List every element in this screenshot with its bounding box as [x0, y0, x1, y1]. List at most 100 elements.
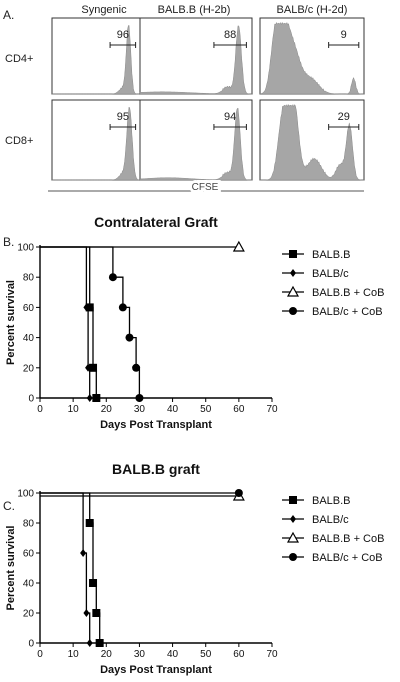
series-diamond	[40, 246, 93, 402]
open-triangle-marker	[232, 240, 245, 252]
histogram-panel: 29	[259, 99, 365, 181]
legend-item: BALB.B + CoB	[282, 531, 384, 545]
x-tick-label: 10	[68, 649, 80, 660]
y-tick-label: 20	[23, 363, 35, 374]
x-tick-label: 50	[200, 404, 212, 415]
circle-marker	[132, 363, 141, 372]
y-axis-label: Percent survival	[5, 280, 17, 365]
y-tick-label: 0	[28, 639, 34, 650]
legend-item: BALB/c + CoB	[282, 552, 383, 564]
open-triangle-marker	[286, 531, 300, 543]
row-label-cd8: CD8+	[5, 135, 33, 147]
x-axis-label: Days Post Transplant	[100, 419, 212, 431]
histogram-curve	[52, 24, 140, 95]
circle-marker	[135, 394, 144, 402]
cfse-axis-label: CFSE	[192, 182, 219, 193]
diamond-marker	[86, 639, 93, 647]
x-tick-label: 30	[134, 404, 146, 415]
histogram-curve	[139, 107, 252, 181]
square-marker	[95, 639, 104, 647]
square-marker	[92, 609, 101, 617]
diamond-marker	[86, 394, 93, 402]
x-tick-label: 30	[134, 649, 146, 660]
square-marker	[92, 394, 101, 402]
open-triangle-marker	[286, 285, 300, 297]
y-tick-label: 80	[23, 273, 35, 284]
gate-percentage: 96	[117, 29, 129, 41]
series-square	[40, 246, 101, 402]
survival-step-line	[40, 492, 91, 643]
chart-title: BALB.B graft	[112, 461, 200, 477]
y-tick-label: 40	[23, 333, 35, 344]
histogram-grid: 96 88 9 95 94 29	[51, 17, 365, 181]
x-tick-label: 10	[68, 404, 80, 415]
column-header-balbc: BALB/c (H-2d)	[277, 4, 348, 16]
y-tick-label: 40	[23, 579, 35, 590]
gate-percentage: 95	[117, 111, 129, 123]
legend-label: BALB.B + CoB	[312, 287, 384, 299]
column-header-balbb: BALB.B (H-2b)	[158, 4, 231, 16]
diamond-marker	[83, 303, 90, 312]
survival-chart-contralateral: Contralateral Graft 0 10 20 30 40 50 60 70 0 20 40 6…	[5, 214, 384, 431]
x-tick-label: 0	[37, 404, 43, 415]
diamond-marker	[80, 549, 87, 557]
legend-item: BALB/c + CoB	[282, 306, 383, 318]
legend-label: BALB.B + CoB	[312, 533, 384, 545]
y-tick-label: 20	[23, 609, 35, 620]
square-marker	[289, 496, 297, 504]
panel-b: B. Contralateral Graft 0 10 20 30 40 50 60 70 0 20…	[3, 214, 384, 431]
gate-percentage: 94	[224, 111, 236, 123]
diamond-marker	[290, 515, 296, 523]
x-tick-label: 40	[167, 649, 179, 660]
x-tick-label: 50	[200, 649, 212, 660]
row-label-cd4: CD4+	[5, 53, 33, 65]
survival-chart-balbb-graft: BALB.B graft 0 10 20 30 40 50 60 70 0 20 40 60 80 100 D…	[5, 461, 384, 676]
x-tick-label: 60	[233, 649, 245, 660]
circle-marker	[289, 307, 297, 315]
legend-label: BALB/c + CoB	[312, 306, 383, 318]
gate-percentage: 29	[338, 111, 350, 123]
panel-a: A. Syngenic BALB.B (H-2b) BALB/c (H-2d) …	[3, 4, 365, 196]
chart-title: Contralateral Graft	[94, 214, 218, 230]
histogram-curve	[52, 106, 141, 181]
y-tick-label: 60	[23, 549, 35, 560]
histogram-panel: 94	[139, 99, 253, 181]
y-tick-label: 100	[17, 243, 34, 254]
histogram-curve	[259, 21, 364, 95]
legend-label: BALB/c	[312, 514, 349, 526]
y-axis-label: Percent survival	[5, 526, 17, 611]
square-marker	[89, 363, 98, 372]
series-circle	[40, 246, 144, 402]
x-tick-label: 70	[266, 649, 278, 660]
series-square	[40, 492, 104, 647]
survival-step-line	[40, 492, 101, 643]
x-tick-label: 70	[266, 404, 278, 415]
histogram-curve	[139, 25, 252, 95]
y-tick-label: 100	[17, 489, 34, 500]
legend-item: BALB.B + CoB	[282, 285, 384, 299]
square-marker	[85, 519, 94, 527]
histogram-panel: 88	[139, 17, 253, 95]
legend-item: BALB.B	[282, 249, 351, 261]
y-tick-label: 80	[23, 519, 35, 530]
diamond-marker	[85, 363, 92, 372]
y-tick-label: 0	[28, 394, 34, 405]
legend-item: BALB.B	[282, 495, 351, 507]
diamond-marker	[83, 609, 90, 617]
legend-label: BALB.B	[312, 249, 351, 261]
circle-marker	[234, 489, 243, 497]
square-marker	[289, 250, 297, 258]
circle-marker	[118, 303, 127, 312]
x-tick-label: 20	[101, 404, 113, 415]
square-marker	[89, 579, 98, 587]
series-circle	[40, 489, 243, 497]
y-tick-label: 60	[23, 303, 35, 314]
legend-label: BALB/c + CoB	[312, 552, 383, 564]
diamond-marker	[290, 269, 296, 277]
histogram-panel: 96	[51, 17, 141, 95]
histogram-panel: 9	[259, 17, 365, 95]
panel-label-b: B.	[3, 235, 14, 249]
square-marker	[85, 303, 94, 312]
circle-marker	[108, 273, 117, 282]
